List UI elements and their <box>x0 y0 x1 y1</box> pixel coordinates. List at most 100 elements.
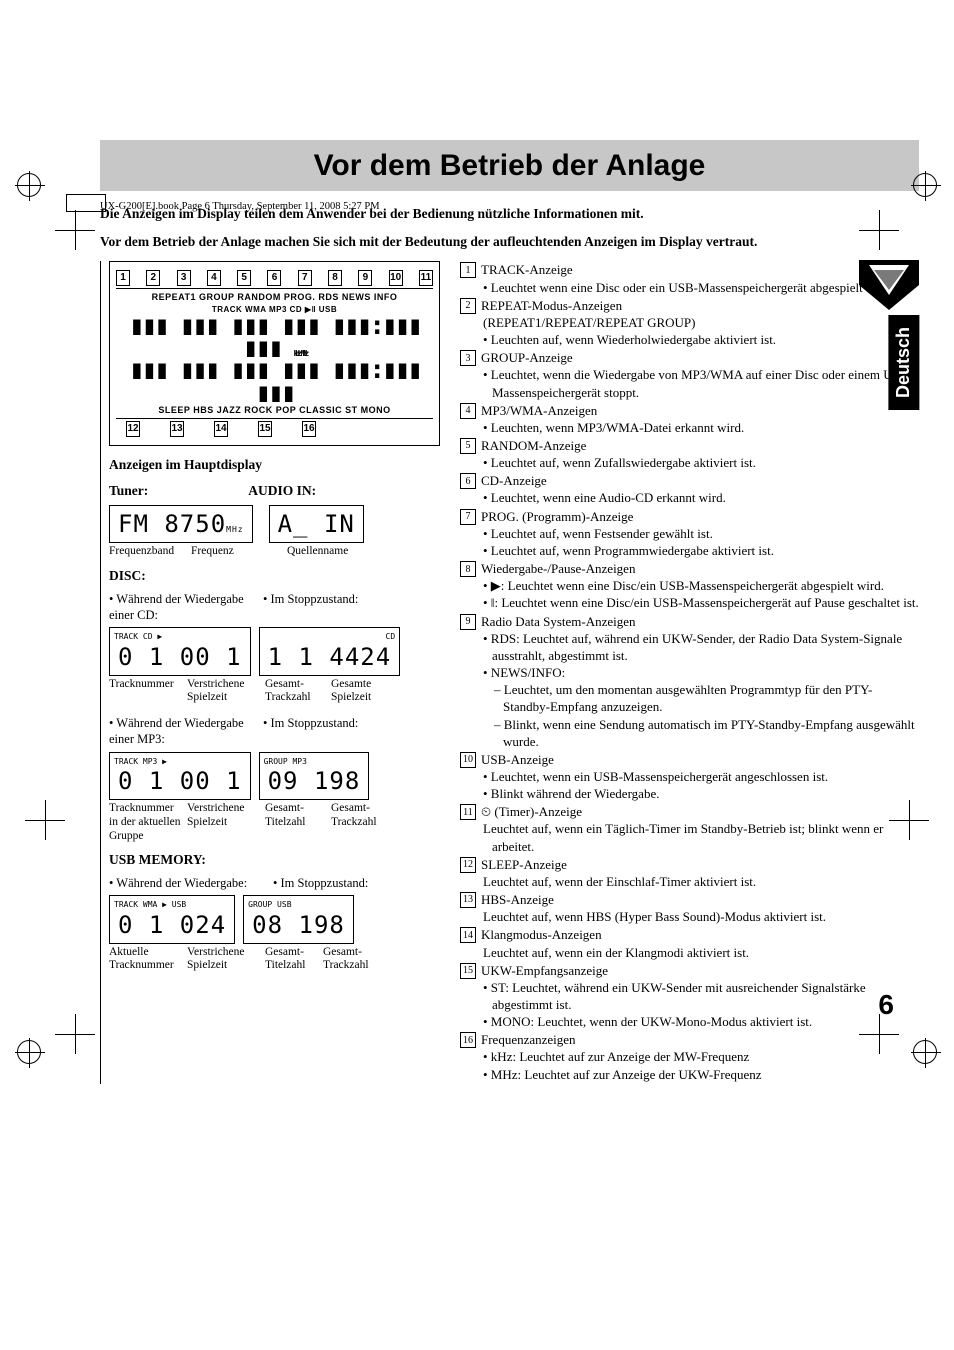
legend-number: 9 <box>460 614 476 630</box>
registration-mark <box>913 1040 937 1064</box>
legend-line: – Blinkt, wenn eine Sendung automatisch … <box>481 716 919 750</box>
legend-number: 16 <box>460 1032 476 1048</box>
callout-number: 14 <box>214 421 228 437</box>
indicator-row-3: SLEEP HBS JAZZ ROCK POP CLASSIC ST MONO <box>116 404 433 417</box>
legend-heading: RANDOM-Anzeige <box>481 437 919 454</box>
callout-number: 8 <box>328 270 342 286</box>
usb-sample-stopped: GROUP USB 08 198 <box>243 895 354 943</box>
legend-number: 10 <box>460 752 476 768</box>
legend-text: RANDOM-Anzeige• Leuchtet auf, wenn Zufal… <box>481 437 919 471</box>
section-marker-icon <box>859 260 919 310</box>
page-title: Vor dem Betrieb der Anlage <box>314 149 706 182</box>
audioin-display-sample: A_ IN <box>269 505 364 543</box>
legend-line: • MONO: Leuchtet, wenn der UKW-Mono-Modu… <box>481 1013 919 1030</box>
caption: Gesamt-Trackzahl <box>323 946 383 974</box>
main-display-heading: Anzeigen im Hauptdisplay <box>109 456 440 474</box>
legend-heading: GROUP-Anzeige <box>481 349 919 366</box>
legend-number: 8 <box>460 561 476 577</box>
legend-text: PROG. (Programm)-Anzeige• Leuchtet auf, … <box>481 508 919 559</box>
indicator-row-1: REPEAT1 GROUP RANDOM PROG. RDS NEWS INFO <box>116 291 433 304</box>
legend-item: 3GROUP-Anzeige• Leuchtet, wenn die Wiede… <box>460 349 919 400</box>
legend-text: GROUP-Anzeige• Leuchtet, wenn die Wieder… <box>481 349 919 400</box>
legend-line: • Leuchtet, wenn ein USB-Massenspeicherg… <box>481 768 919 785</box>
disc-sample-stopped: CD 1 1 4424 <box>259 627 401 675</box>
legend-heading: PROG. (Programm)-Anzeige <box>481 508 919 525</box>
mp3-sample-stopped: GROUP MP3 09 198 <box>259 752 370 800</box>
legend-item: 10 USB-Anzeige• Leuchtet, wenn ein USB-Ma… <box>460 751 919 802</box>
mp3-note-1: • Während der Wiedergabe einer MP3: <box>109 715 259 748</box>
language-tab: Deutsch <box>888 315 919 410</box>
legend-number: 12 <box>460 857 476 873</box>
legend-heading: Wiedergabe-/Pause-Anzeigen <box>481 560 919 577</box>
disc-note-1: • Während der Wiedergabe einer CD: <box>109 591 259 624</box>
callout-number: 4 <box>207 270 221 286</box>
legend-line: • MHz: Leuchtet auf zur Anzeige der UKW-… <box>481 1066 919 1083</box>
caption: Gesamt-Titelzahl <box>265 946 317 974</box>
legend-item: 1TRACK-Anzeige• Leuchtet wenn eine Disc … <box>460 261 919 295</box>
legend-line: • Blinkt während der Wiedergabe. <box>481 785 919 802</box>
legend-item: 13HBS-AnzeigeLeuchtet auf, wenn HBS (Hyp… <box>460 891 919 925</box>
legend-number: 6 <box>460 473 476 489</box>
legend-text: HBS-AnzeigeLeuchtet auf, wenn HBS (Hyper… <box>481 891 919 925</box>
legend-number: 15 <box>460 963 476 979</box>
page-title-bar: Vor dem Betrieb der Anlage <box>100 140 919 191</box>
legend-text: Radio Data System-Anzeigen• RDS: Leuchte… <box>481 613 919 750</box>
legend-line: • ▶: Leuchtet wenn eine Disc/ein USB-Mas… <box>481 577 919 594</box>
tuner-label: Tuner: <box>109 482 148 500</box>
legend-line: • ST: Leuchtet, während ein UKW-Sender m… <box>481 979 919 1013</box>
legend-line: • Leuchten, wenn MP3/WMA-Datei erkannt w… <box>481 419 919 436</box>
tuner-display-sample: FM 8750MHz <box>109 505 253 543</box>
segment-display: ▮▮▮ ▮▮▮ ▮▮▮ ▮▮▮ ▮▮▮:▮▮▮ ▮▮▮ kHz MHz ▮▮▮ … <box>116 315 433 403</box>
disc-label: DISC: <box>109 567 440 585</box>
audioin-label: AUDIO IN: <box>248 482 316 500</box>
legend-line: • Leuchtet auf, wenn Zufallswiedergabe a… <box>481 454 919 471</box>
legend-number: 7 <box>460 509 476 525</box>
legend-heading: Frequenzanzeigen <box>481 1031 919 1048</box>
callout-number: 6 <box>267 270 281 286</box>
callout-number: 1 <box>116 270 130 286</box>
legend-text: SLEEP-AnzeigeLeuchtet auf, wenn der Eins… <box>481 856 919 890</box>
legend-heading: HBS-Anzeige <box>481 891 919 908</box>
caption: Frequenz <box>191 545 251 559</box>
usb-note-1: • Während der Wiedergabe: <box>109 875 269 891</box>
legend-line: • Leuchtet auf, wenn Festsender gewählt … <box>481 525 919 542</box>
legend-text: REPEAT-Modus-Anzeigen(REPEAT1/REPEAT/REP… <box>481 297 919 348</box>
legend-text: ⏲ (Timer)-AnzeigeLeuchtet auf, wenn ein … <box>481 803 919 854</box>
callout-number: 10 <box>389 270 403 286</box>
legend-item: 4MP3/WMA-Anzeigen• Leuchten, wenn MP3/WM… <box>460 402 919 436</box>
legend-line: • NEWS/INFO: <box>481 664 919 681</box>
legend-text: UKW-Empfangsanzeige• ST: Leuchtet, währe… <box>481 962 919 1031</box>
legend-number: 14 <box>460 927 476 943</box>
registration-mark <box>17 173 41 197</box>
legend-text: MP3/WMA-Anzeigen• Leuchten, wenn MP3/WMA… <box>481 402 919 436</box>
caption: Verstrichene Spielzeit <box>187 946 259 974</box>
legend-item: 7 PROG. (Programm)-Anzeige• Leuchtet auf,… <box>460 508 919 559</box>
legend-text: Klangmodus-AnzeigenLeuchtet auf, wenn ei… <box>481 926 919 960</box>
legend-text: CD-Anzeige• Leuchtet, wenn eine Audio-CD… <box>481 472 919 506</box>
legend-text: TRACK-Anzeige• Leuchtet wenn eine Disc o… <box>481 261 919 295</box>
legend-line: Leuchtet auf, wenn HBS (Hyper Bass Sound… <box>481 908 919 925</box>
legend-item: 11 ⏲ (Timer)-AnzeigeLeuchtet auf, wenn ei… <box>460 803 919 854</box>
caption: Verstrichene Spielzeit <box>187 802 259 843</box>
usb-label: USB MEMORY: <box>109 851 440 869</box>
legend-line: • Leuchtet wenn eine Disc oder ein USB-M… <box>481 279 919 296</box>
legend-item: 2REPEAT-Modus-Anzeigen(REPEAT1/REPEAT/RE… <box>460 297 919 348</box>
legend-heading: TRACK-Anzeige <box>481 261 919 278</box>
legend-item: 9 Radio Data System-Anzeigen• RDS: Leucht… <box>460 613 919 750</box>
legend-line: • RDS: Leuchtet auf, während ein UKW-Sen… <box>481 630 919 664</box>
legend-heading: SLEEP-Anzeige <box>481 856 919 873</box>
legend-heading: ⏲ (Timer)-Anzeige <box>481 803 919 820</box>
legend-text: Wiedergabe-/Pause-Anzeigen• ▶: Leuchtet … <box>481 560 919 611</box>
caption: Frequenzband <box>109 545 185 559</box>
legend-item: 8 Wiedergabe-/Pause-Anzeigen• ▶: Leuchtet… <box>460 560 919 611</box>
mp3-note-2: • Im Stoppzustand: <box>263 715 358 748</box>
legend-number: 11 <box>460 804 476 820</box>
legend-item: 12 SLEEP-AnzeigeLeuchtet auf, wenn der Ei… <box>460 856 919 890</box>
mp3-sample-playing: TRACK MP3 ▶ 0 1 00 1 <box>109 752 251 800</box>
caption: Tracknummer in der aktuellen Gruppe <box>109 802 181 843</box>
legend-text: USB-Anzeige• Leuchtet, wenn ein USB-Mass… <box>481 751 919 802</box>
legend-item: 16Frequenzanzeigen• kHz: Leuchtet auf zu… <box>460 1031 919 1082</box>
legend-line: • ‖: Leuchtet wenn eine Disc/ein USB-Mas… <box>481 594 919 611</box>
usb-sample-playing: TRACK WMA ▶ USB 0 1 024 <box>109 895 235 943</box>
caption: Gesamt-Titelzahl <box>265 802 325 843</box>
